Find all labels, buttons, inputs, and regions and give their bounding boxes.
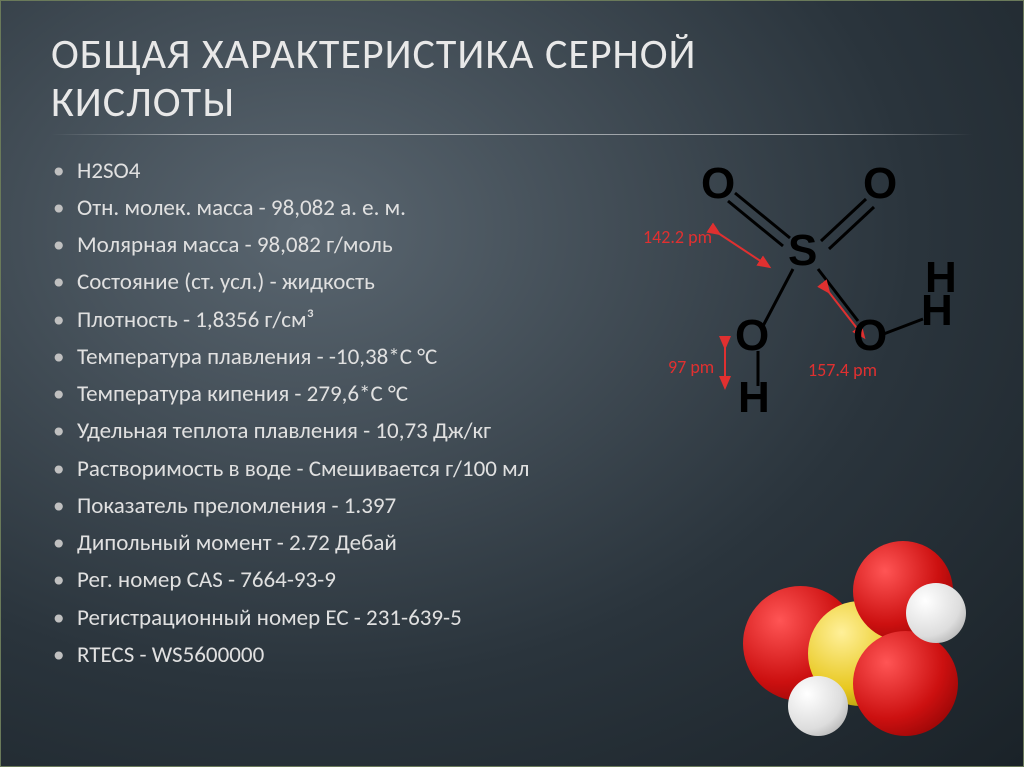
structural-formula: O O S O O H H H 142.2 pm 97 pm 157.4 pm: [663, 171, 963, 411]
property-item-12: Регистрационный номер EC - 231-639-5: [51, 600, 691, 637]
atom-H3: H: [925, 253, 957, 303]
property-item-4: Плотность - 1,8356 г/см³: [51, 302, 691, 339]
property-item-13: RTECS - WS5600000: [51, 637, 691, 674]
atom-S: S: [788, 226, 817, 276]
property-item-9: Показатель преломления - 1.397: [51, 488, 691, 525]
bond-d3: 157.4 pm: [808, 359, 877, 381]
property-item-2: Молярная масса - 98,082 г/моль: [51, 227, 691, 264]
bond-d2: 97 pm: [668, 356, 714, 378]
property-item-6: Температура кипения - 279,6*С °C: [51, 376, 691, 413]
property-item-10: Дипольный момент - 2.72 Дебай: [51, 525, 691, 562]
atom-O4: O: [853, 311, 887, 361]
atom-O3: O: [735, 311, 769, 361]
title-underline: [51, 134, 973, 135]
property-item-3: Состояние (ст. усл.) - жидкость: [51, 264, 691, 301]
property-item-5: Температура плавления - -10,38*С °C: [51, 339, 691, 376]
title-line-1: ОБЩАЯ ХАРАКТЕРИСТИКА СЕРНОЙ: [51, 29, 696, 80]
title-line-2: КИСЛОТЫ: [51, 77, 235, 128]
bond-d1: 142.2 pm: [643, 226, 712, 248]
property-item-7: Удельная теплота плавления - 10,73 Дж/кг: [51, 413, 691, 450]
sphere-white-4: [906, 583, 966, 643]
atom-O1: O: [701, 159, 735, 209]
property-item-0: H2SO4: [51, 153, 691, 190]
atom-H2: H: [738, 373, 770, 423]
molecule-3d-model: [738, 541, 968, 731]
properties-list: H2SO4Отн. молек. масса - 98,082 а. е. м.…: [51, 153, 691, 675]
atom-O2: O: [863, 159, 897, 209]
property-item-11: Рег. номер CAS - 7664-93-9: [51, 562, 691, 599]
sphere-white-5: [788, 676, 848, 736]
slide-title: ОБЩАЯ ХАРАКТЕРИСТИКА СЕРНОЙ КИСЛОТЫ: [1, 1, 1023, 134]
property-item-8: Растворимость в воде - Смешивается г/100…: [51, 451, 691, 488]
sphere-red-3: [853, 631, 958, 736]
property-item-1: Отн. молек. масса - 98,082 а. е. м.: [51, 190, 691, 227]
